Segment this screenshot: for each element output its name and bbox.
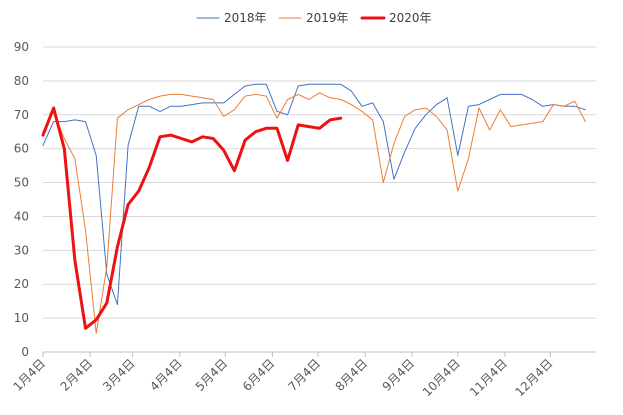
x-tick-label: 3月4日 <box>100 356 138 394</box>
y-tick-label: 70 <box>14 108 29 122</box>
x-tick-label: 2月4日 <box>58 356 96 394</box>
series-line-0 <box>42 83 586 306</box>
y-tick-label: 80 <box>14 74 29 88</box>
legend-label: 2020年 <box>389 11 432 25</box>
y-tick-label: 20 <box>14 277 29 291</box>
x-tick-label: 5月4日 <box>193 356 231 394</box>
x-axis: 1月4日 2月4日 3月4日 4月4日 5月4日 6月4日 7月4日 8月4日 9月4日 10月4… <box>10 351 596 399</box>
x-tick-label: 8月4日 <box>333 356 371 394</box>
legend-label: 2018年 <box>224 11 267 25</box>
y-tick-label: 30 <box>14 243 29 257</box>
series-lines <box>41 83 586 334</box>
x-tick-label: 7月4日 <box>285 356 323 394</box>
series-line-1 <box>42 92 586 334</box>
x-tick-label: 6月4日 <box>240 356 278 394</box>
x-tick-label: 10月4日 <box>420 356 463 399</box>
x-tick-label: 11月4日 <box>467 356 510 399</box>
y-tick-label: 50 <box>14 176 29 190</box>
series-line-2 <box>41 106 343 330</box>
y-tick-label: 10 <box>14 311 29 325</box>
y-tick-label: 60 <box>14 142 29 156</box>
legend-label: 2019年 <box>306 11 349 25</box>
y-tick-label: 90 <box>14 40 29 54</box>
x-tick-label: 9月4日 <box>380 356 418 394</box>
x-tick-label: 4月4日 <box>147 356 185 394</box>
y-tick-label: 0 <box>21 345 29 359</box>
x-tick-label: 1月4日 <box>10 356 48 394</box>
legend: 2018年 2019年 2020年 <box>196 11 432 25</box>
y-tick-label: 40 <box>14 209 29 223</box>
y-axis: 0 10 20 30 40 50 60 70 80 90 <box>14 40 29 359</box>
gridlines <box>43 46 596 319</box>
x-tick-label: 12月4日 <box>512 356 555 399</box>
